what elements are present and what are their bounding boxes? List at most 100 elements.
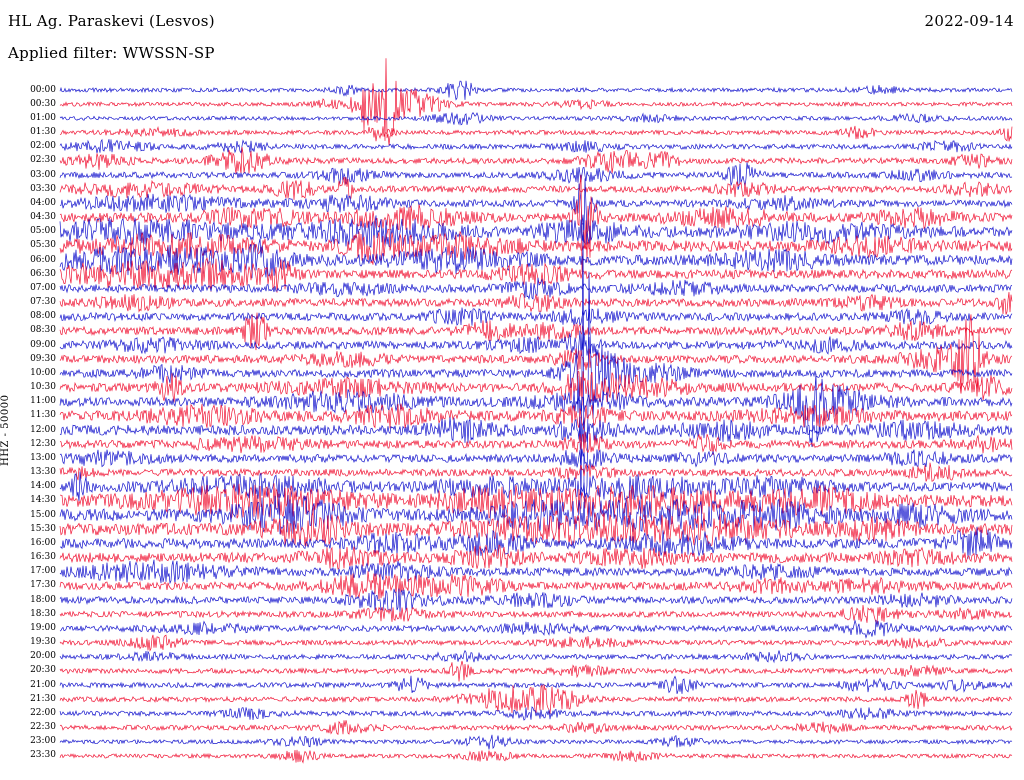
- time-label: 07:30: [30, 297, 56, 308]
- trace-row: [59, 559, 1013, 585]
- time-label: 01:30: [30, 127, 56, 137]
- time-label: 05:30: [30, 240, 56, 251]
- time-label: 02:30: [30, 155, 56, 166]
- trace-row: [59, 80, 1013, 101]
- time-label: 04:30: [30, 212, 56, 223]
- time-label: 20:30: [30, 665, 56, 676]
- trace-row: [59, 448, 1013, 469]
- trace-row: [59, 416, 1013, 443]
- trace-row: [59, 330, 1013, 360]
- time-label: 21:00: [30, 679, 56, 690]
- time-label: 16:00: [30, 537, 56, 548]
- trace-row: [59, 619, 1013, 639]
- trace-row: [59, 257, 1013, 293]
- time-label: 08:00: [30, 311, 56, 322]
- trace-row: [59, 431, 1013, 455]
- trace-row: [59, 373, 1013, 448]
- trace-row: [59, 471, 1013, 502]
- trace-row: [59, 403, 1013, 430]
- trace-row: [59, 307, 1013, 327]
- trace-row: [59, 684, 1013, 714]
- station-title: HL Ag. Paraskevi (Lesvos): [8, 12, 215, 30]
- time-label: 19:30: [30, 637, 56, 648]
- time-label: 09:30: [30, 353, 56, 364]
- trace-row: [59, 176, 1013, 200]
- trace-row: [59, 314, 1013, 390]
- time-label: 21:30: [30, 693, 56, 704]
- time-label: 00:30: [30, 98, 56, 109]
- time-label: 13:30: [30, 467, 56, 478]
- filter-label: Applied filter: WWSSN-SP: [8, 44, 215, 62]
- time-label: 22:30: [30, 722, 56, 733]
- time-label: 06:00: [30, 254, 56, 265]
- time-label: 03:00: [30, 169, 56, 180]
- time-label: 22:00: [30, 707, 56, 718]
- time-label: 10:00: [30, 367, 56, 378]
- time-label: 03:30: [30, 183, 56, 194]
- trace-row: [59, 675, 1013, 695]
- trace-row: [59, 125, 1013, 142]
- trace-row: [59, 146, 1013, 175]
- trace-row: [59, 749, 1013, 764]
- time-label: 17:30: [30, 580, 56, 591]
- time-label: 10:30: [30, 382, 56, 393]
- time-label: 17:00: [30, 566, 56, 577]
- record-date: 2022-09-14: [924, 12, 1014, 30]
- trace-row: [59, 649, 1013, 664]
- trace-row: [59, 483, 1013, 520]
- trace-row: [59, 634, 1013, 652]
- time-label: 18:00: [30, 594, 56, 605]
- time-label: 15:00: [30, 509, 56, 520]
- trace-row: [59, 178, 1013, 234]
- trace-row: [59, 58, 1013, 146]
- time-label: 19:00: [30, 622, 56, 633]
- time-label: 09:00: [30, 339, 56, 350]
- trace-row: [59, 292, 1013, 315]
- time-label: 12:30: [30, 438, 56, 449]
- trace-row: [59, 706, 1013, 721]
- trace-row: [59, 370, 1013, 407]
- time-label: 23:00: [30, 736, 56, 747]
- time-label: 16:30: [30, 552, 56, 563]
- time-label: 12:00: [30, 424, 56, 435]
- time-label: 11:00: [30, 396, 56, 407]
- trace-row: [59, 223, 1013, 509]
- trace-row: [59, 312, 1013, 351]
- time-label: 15:30: [30, 523, 56, 534]
- time-label: 01:00: [30, 112, 56, 123]
- time-label: 06:30: [30, 268, 56, 279]
- time-label: 14:00: [30, 481, 56, 492]
- time-label: 14:30: [30, 495, 56, 506]
- trace-row: [59, 604, 1013, 624]
- trace-row: [59, 588, 1013, 613]
- trace-row: [59, 526, 1013, 559]
- trace-row: [59, 660, 1013, 682]
- time-label: 20:00: [30, 651, 56, 662]
- time-label: 04:00: [30, 197, 56, 208]
- trace-row: [59, 571, 1013, 600]
- trace-row: [59, 138, 1013, 154]
- time-label: 00:00: [30, 84, 56, 95]
- time-label: 08:30: [30, 325, 56, 336]
- time-label: 07:00: [30, 282, 56, 293]
- time-label: 13:00: [30, 452, 56, 463]
- trace-row: [59, 734, 1013, 750]
- trace-row: [59, 544, 1013, 570]
- trace-row: [59, 720, 1013, 735]
- trace-row: [59, 462, 1013, 482]
- trace-row: [59, 512, 1013, 547]
- trace-row: [59, 215, 1013, 248]
- trace-row: [59, 162, 1013, 190]
- time-label: 11:30: [30, 410, 56, 421]
- trace-row: [59, 112, 1013, 126]
- time-label: 18:30: [30, 608, 56, 619]
- time-label: 23:30: [30, 750, 56, 761]
- trace-row: [59, 228, 1013, 265]
- time-label: 02:00: [30, 141, 56, 152]
- time-label: 05:00: [30, 226, 56, 237]
- trace-row: [59, 174, 1013, 273]
- trace-row: [59, 495, 1013, 535]
- trace-row: [59, 238, 1013, 279]
